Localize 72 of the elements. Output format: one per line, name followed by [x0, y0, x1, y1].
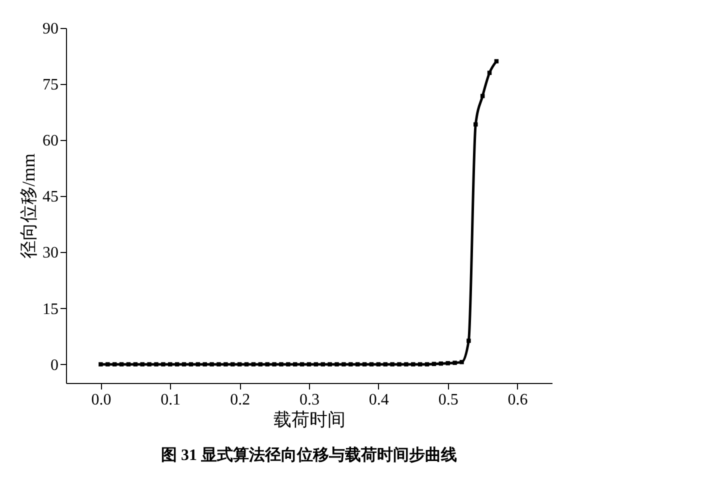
point: [362, 362, 367, 366]
point: [397, 362, 402, 366]
point: [244, 362, 249, 366]
point: [474, 122, 478, 127]
point: [404, 362, 408, 366]
point: [265, 362, 270, 366]
point: [154, 362, 158, 366]
point: [98, 362, 103, 366]
point: [119, 362, 124, 366]
x-tick-label: 0.2: [230, 392, 250, 408]
point: [452, 360, 457, 365]
y-axis-title: 径向位移/mm: [18, 153, 38, 259]
point: [237, 362, 242, 366]
x-axis-title: 载荷时间: [274, 410, 346, 430]
point: [147, 362, 152, 366]
y-tick-label: 0: [50, 356, 58, 374]
point: [216, 362, 221, 366]
point: [202, 362, 207, 366]
point: [196, 362, 200, 366]
point: [140, 362, 144, 366]
point: [424, 362, 430, 366]
point: [106, 362, 110, 366]
x-tick-label: 0.3: [300, 392, 320, 408]
y-tick-label: 30: [42, 244, 58, 262]
point: [161, 362, 166, 366]
point: [286, 362, 290, 366]
y-tick-label: 60: [42, 132, 58, 150]
point: [224, 362, 228, 366]
point: [168, 362, 172, 366]
point: [210, 362, 214, 366]
point: [112, 362, 117, 366]
point: [279, 362, 284, 366]
point: [376, 362, 381, 366]
point: [446, 361, 450, 366]
point: [334, 362, 339, 366]
point: [320, 362, 326, 366]
point: [466, 338, 471, 343]
point: [126, 362, 131, 366]
point: [460, 360, 464, 364]
x-tick-label: 0.5: [438, 392, 458, 408]
x-tick-label: 0.0: [91, 392, 112, 408]
x-tick-label: 0.1: [160, 392, 181, 408]
point: [306, 362, 312, 366]
x-tick-label: 0.4: [368, 392, 389, 408]
point: [188, 362, 194, 366]
point: [300, 362, 304, 366]
point: [133, 362, 138, 366]
y-tick-label: 45: [42, 188, 58, 206]
point: [328, 362, 332, 366]
point: [342, 362, 346, 366]
y-tick-label: 75: [42, 76, 58, 94]
x-tick-label: 0.6: [508, 392, 528, 408]
point: [369, 362, 374, 366]
point: [251, 362, 256, 366]
point: [348, 362, 353, 366]
point: [174, 362, 180, 366]
point: [230, 362, 235, 366]
point: [272, 362, 276, 366]
y-tick-label: 90: [42, 20, 58, 38]
point: [182, 362, 186, 366]
point: [494, 59, 499, 64]
point: [292, 362, 298, 366]
point: [418, 362, 422, 366]
point: [355, 362, 360, 366]
point: [411, 362, 416, 366]
text: 图 31 显式算法径向位移与载荷时间步曲线: [161, 446, 457, 464]
point: [487, 70, 492, 75]
y-tick-label: 15: [42, 300, 58, 318]
point: [383, 362, 388, 366]
point: [314, 362, 318, 366]
point: [258, 362, 263, 366]
point: [390, 362, 394, 366]
